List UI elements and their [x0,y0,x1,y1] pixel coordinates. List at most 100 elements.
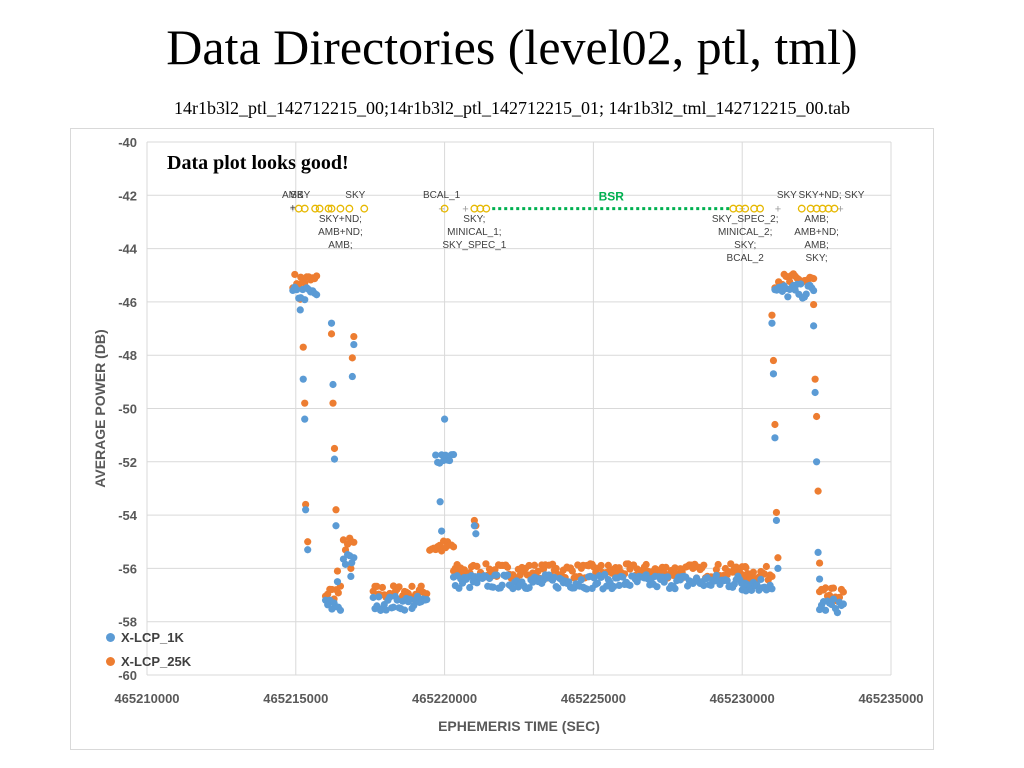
data-point-1k [375,593,383,601]
data-point-1k [769,370,778,378]
event-annotation: + [290,203,296,214]
data-point-25k [671,564,679,572]
data-point-1k [301,415,309,423]
y-tick-label: -54 [118,508,138,523]
data-point-1k [810,286,818,295]
x-tick-label: 465230000 [710,691,775,706]
event-annotation: SKY+ND; [319,214,362,225]
data-point-1k [333,578,342,586]
data-point-1k [815,575,824,583]
data-point-1k [583,585,591,593]
event-annotation: AMB; [804,214,828,225]
data-point-1k [449,450,458,459]
data-point-25k [347,564,355,572]
event-annotation: SKY; [806,253,828,264]
event-annotation: SKY [290,190,310,201]
event-circle-marker [300,204,309,213]
event-circle-marker [345,204,354,213]
data-point-1k [406,595,414,603]
x-tick-label: 465220000 [412,691,477,706]
event-annotation: SKY_SPEC_2; [712,214,779,225]
data-point-25k [304,538,312,546]
event-annotation: BCAL_1 [423,190,461,201]
event-annotation: SKY; [463,214,485,225]
event-cross-marker: + [462,204,468,216]
data-point-1k [757,575,765,584]
data-point-25k [597,561,605,570]
event-circle-marker [482,204,491,213]
data-point-1k [313,291,321,299]
event-annotation: AMB+ND; [318,227,363,238]
data-point-1k [813,458,821,466]
data-point-25k [742,563,750,572]
data-point-25k [327,330,336,338]
chart-note: Data plot looks good! [167,152,349,174]
data-point-25k [768,572,776,581]
power-scatter-chart: -40 -42 -44 -46 -48 -50 -52 -54 -56 -58 -60 4652100… [92,135,924,734]
data-point-1k [393,596,401,604]
data-point-25k [373,582,381,590]
data-point-1k [723,577,731,585]
data-point-1k [423,596,431,604]
data-point-25k [330,444,339,453]
data-point-25k [334,589,342,597]
data-point-25k [525,561,533,570]
data-point-25k [700,561,708,569]
x-axis-title: EPHEMERIS TIME (SEC) [438,718,600,734]
data-point-1k [525,584,533,592]
data-point-1k [700,581,708,590]
event-circle-marker [324,204,333,213]
data-point-1k [554,584,562,592]
data-point-25k [771,420,779,429]
data-point-25k [417,582,425,590]
data-point-1k [810,322,818,330]
data-point-25k [333,567,342,575]
data-point-1k [550,573,558,581]
event-annotation: MINICAL_2; [718,227,772,238]
event-circle-marker [311,204,320,213]
bsr-label: BSR [599,190,625,204]
data-point-25k [313,272,321,280]
data-point-1k [653,583,661,591]
data-point-25k [423,590,431,598]
data-point-25k [768,311,776,319]
data-point-1k [503,571,512,579]
data-point-1k [593,579,602,587]
data-point-1k [413,592,422,600]
data-point-25k [811,375,819,383]
data-point-1k [301,296,309,304]
data-point-1k [797,280,805,288]
data-point-25k [732,563,740,571]
data-point-1k [348,372,356,381]
data-point-25k [329,399,337,407]
data-point-1k [466,583,474,592]
data-point-25k [769,356,778,365]
data-point-1k [438,527,446,535]
data-point-1k [626,581,634,589]
legend-marker-1k [106,632,115,642]
data-point-25k [814,487,822,495]
data-point-1k [329,380,337,389]
event-annotation: SKY+ND; SKY [799,190,865,201]
data-point-1k [485,574,494,583]
data-point-25k [821,584,830,592]
data-point-1k [330,455,339,463]
event-cross-marker: + [290,204,296,216]
data-point-1k [565,578,573,586]
data-point-1k [772,516,781,525]
event-circle-marker [756,204,765,213]
y-tick-label: -40 [118,135,137,150]
legend-item-25k: X-LCP_25K [106,649,191,673]
data-point-25k [760,570,769,578]
event-annotation: AMB [282,190,304,201]
event-circle-marker [360,204,369,213]
data-point-1k [712,571,720,579]
data-point-25k [301,399,309,407]
data-point-1k [768,319,776,327]
data-point-25k [348,354,356,362]
data-point-1k [619,573,627,581]
event-circle-marker [797,204,806,213]
data-point-25k [810,300,818,309]
data-point-1k [400,606,409,614]
y-tick-label: -52 [118,455,137,470]
